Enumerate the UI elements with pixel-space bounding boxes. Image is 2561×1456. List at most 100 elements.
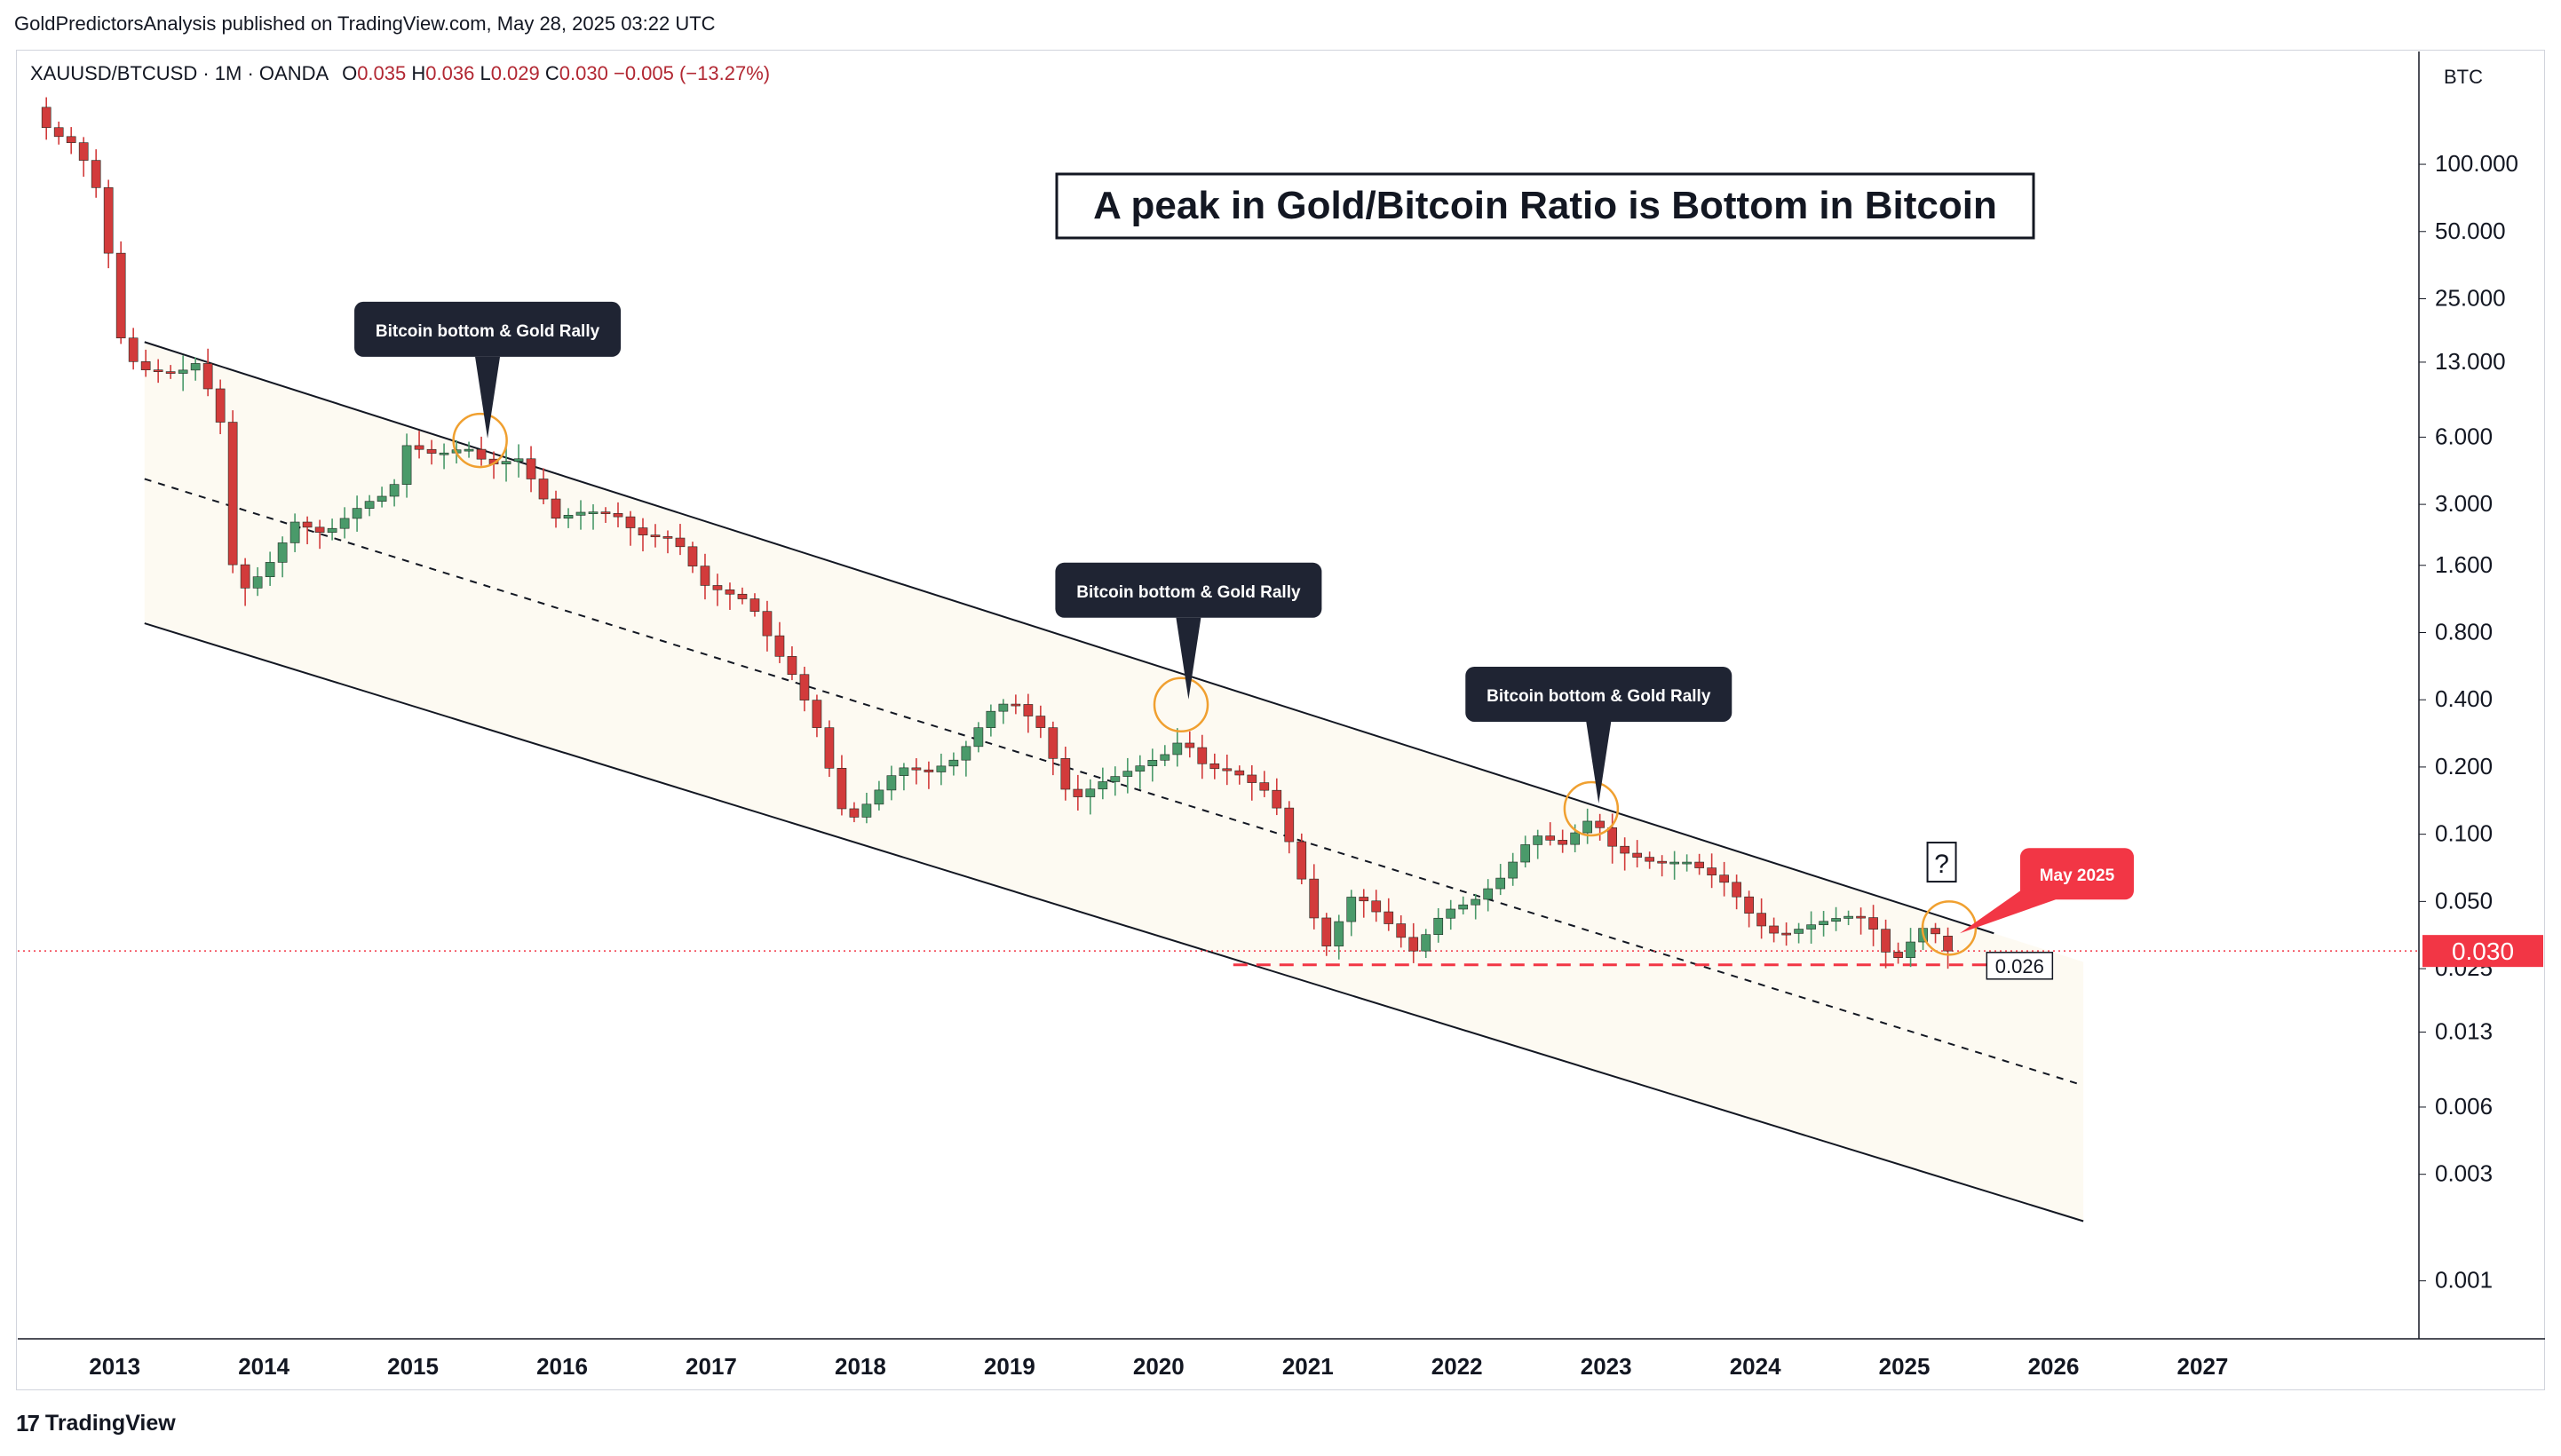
candle — [140, 349, 151, 377]
question-box: ? — [1926, 842, 1957, 883]
candle-body — [774, 635, 785, 657]
candle-body — [1359, 897, 1369, 902]
candle-body — [1334, 921, 1344, 946]
candle — [1483, 879, 1494, 912]
candle — [1197, 734, 1208, 779]
candle-body — [1309, 878, 1320, 919]
candle — [513, 444, 524, 478]
candle — [1098, 767, 1108, 800]
candle-body — [53, 127, 64, 138]
time-tick-label: 2021 — [1282, 1353, 1334, 1380]
candle-body — [103, 187, 114, 254]
candle-body — [78, 142, 89, 161]
highlight-circle — [452, 412, 508, 469]
candle — [1334, 914, 1344, 960]
candle — [687, 542, 698, 574]
time-tick-label: 2018 — [835, 1353, 886, 1380]
candle-body — [787, 656, 797, 676]
candle — [787, 645, 797, 681]
candle-body — [1222, 768, 1233, 772]
candle — [1682, 854, 1692, 872]
candle — [389, 479, 400, 507]
candle-body — [1471, 898, 1481, 906]
candle — [998, 699, 1009, 724]
open-label: O — [342, 62, 358, 84]
chart-title-frame — [1055, 172, 2035, 240]
candle — [1744, 890, 1754, 928]
candle — [1819, 911, 1828, 937]
candle-body — [1384, 911, 1394, 924]
candle-body — [66, 136, 76, 143]
candle-body — [364, 501, 375, 509]
callout-pointer — [475, 356, 501, 439]
candle-body — [1346, 897, 1357, 922]
candle — [128, 328, 139, 370]
candle — [588, 504, 599, 530]
price-tick-label: 0.001 — [2435, 1267, 2493, 1294]
candle-body — [352, 508, 362, 519]
time-tick-label: 2025 — [1879, 1353, 1931, 1380]
candle-body — [289, 521, 300, 543]
candle — [1421, 929, 1431, 959]
candle — [1458, 896, 1469, 914]
candle — [1943, 927, 1953, 969]
candle — [401, 433, 412, 498]
candle-body — [414, 445, 424, 450]
candle-body — [1073, 788, 1083, 797]
price-tick-label: 0.003 — [2435, 1160, 2493, 1187]
candle — [1135, 755, 1146, 789]
candle — [1781, 922, 1791, 946]
candle — [1582, 808, 1593, 844]
price-tick-label: 0.100 — [2435, 820, 2493, 847]
candle-body — [1259, 782, 1270, 791]
candle — [824, 720, 835, 778]
candle — [575, 500, 586, 530]
callout-box — [1055, 562, 1322, 618]
question-box-frame — [1926, 842, 1957, 883]
candle — [1060, 747, 1071, 801]
candle-body — [973, 727, 984, 748]
tradingview-footer[interactable]: 17 TradingView — [16, 1410, 176, 1437]
candle — [1471, 893, 1481, 920]
candle-body — [1247, 774, 1257, 783]
callout-box — [1465, 666, 1732, 722]
candle — [1881, 919, 1891, 969]
candle-body — [1060, 758, 1071, 790]
candle-body — [1110, 776, 1121, 782]
time-tick-label: 2019 — [984, 1353, 1035, 1380]
callout-text: Bitcoin bottom & Gold Rally — [1076, 583, 1301, 602]
candle — [1645, 851, 1654, 869]
ohlc-values: O0.035 H0.036 L0.029 C0.030 −0.005 (−13.… — [342, 62, 770, 84]
candle-body — [737, 593, 748, 599]
candle-body — [1209, 763, 1220, 770]
callout-box — [2019, 848, 2134, 900]
candle — [165, 365, 176, 379]
candle — [638, 518, 648, 552]
highlight-circle — [1563, 780, 1620, 837]
candle-body — [1806, 924, 1816, 930]
candle — [439, 443, 449, 470]
low-label: L — [480, 62, 491, 84]
candle-body — [41, 107, 52, 129]
candle-body — [265, 562, 275, 577]
candle-body — [1122, 771, 1133, 777]
high-label: H — [411, 62, 426, 84]
candle-body — [563, 515, 574, 519]
candle — [339, 507, 350, 539]
candle-body — [1483, 888, 1494, 900]
candle — [1272, 778, 1282, 816]
symbol-info[interactable]: XAUUSD/BTCUSD · 1M · OANDA — [30, 62, 328, 84]
candle — [1433, 908, 1444, 943]
candle — [1508, 852, 1518, 886]
price-tick-label: 1.600 — [2435, 551, 2493, 578]
chart-frame[interactable] — [16, 50, 2545, 1390]
candle — [600, 507, 611, 523]
candle — [1011, 694, 1021, 715]
candle-body — [613, 512, 623, 518]
candle-body — [1135, 765, 1146, 772]
candle — [414, 431, 424, 459]
candle-body — [575, 511, 586, 516]
candle — [377, 487, 387, 508]
candle-body — [165, 371, 176, 374]
